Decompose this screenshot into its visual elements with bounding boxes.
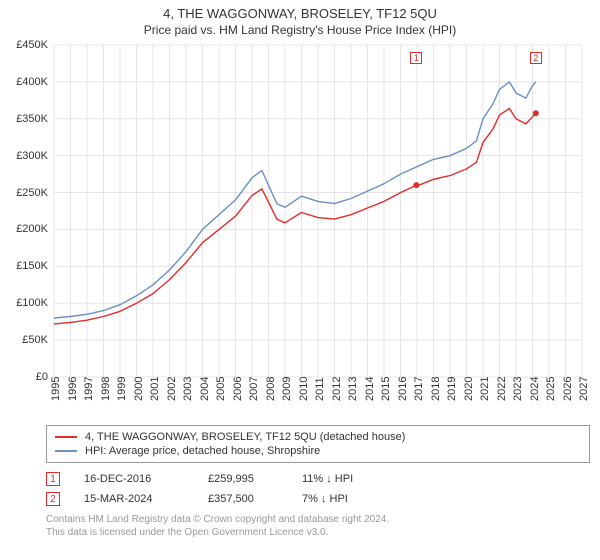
y-tick-label: £100K	[10, 297, 48, 309]
y-tick-label: £350K	[10, 113, 48, 125]
x-tick-label: 2027	[578, 377, 600, 401]
annotation-price: £357,500	[208, 493, 278, 505]
annotation-marker-number: 2	[46, 492, 60, 506]
footer-line2: This data is licensed under the Open Gov…	[46, 526, 590, 539]
y-tick-label: £300K	[10, 150, 48, 162]
annotation-table: 1 16-DEC-2016 £259,995 11% ↓ HPI 2 15-MAR-202…	[46, 469, 590, 509]
annotation-date: 16-DEC-2016	[84, 473, 184, 485]
legend-label: 4, THE WAGGONWAY, BROSELEY, TF12 5QU (de…	[85, 431, 405, 443]
annotation-marker-number: 1	[46, 472, 60, 486]
y-tick-label: £250K	[10, 187, 48, 199]
y-tick-label: £450K	[10, 39, 48, 51]
y-tick-label: £400K	[10, 76, 48, 88]
footer-line1: Contains HM Land Registry data © Crown c…	[46, 513, 590, 526]
legend-swatch	[55, 450, 77, 452]
chart-subtitle: Price paid vs. HM Land Registry's House …	[0, 21, 600, 41]
y-tick-label: £200K	[10, 223, 48, 235]
chart-area: £0 £50K £100K £150K £200K £250K £300K £350K £400…	[10, 41, 590, 421]
legend: 4, THE WAGGONWAY, BROSELEY, TF12 5QU (de…	[46, 425, 590, 463]
annotation-date: 15-MAR-2024	[84, 493, 184, 505]
chart-svg	[10, 41, 590, 421]
y-tick-label: £150K	[10, 260, 48, 272]
legend-row: HPI: Average price, detached house, Shro…	[55, 444, 581, 458]
legend-swatch	[55, 436, 77, 438]
annotation-row: 2 15-MAR-2024 £357,500 7% ↓ HPI	[46, 489, 590, 509]
annotation-delta: 11% ↓ HPI	[302, 473, 392, 485]
y-tick-label: £0	[10, 371, 48, 383]
legend-label: HPI: Average price, detached house, Shro…	[85, 445, 320, 457]
annotation-delta: 7% ↓ HPI	[302, 493, 392, 505]
attribution-footer: Contains HM Land Registry data © Crown c…	[46, 513, 590, 539]
annotation-row: 1 16-DEC-2016 £259,995 11% ↓ HPI	[46, 469, 590, 489]
chart-marker-label: 2	[530, 52, 542, 64]
annotation-price: £259,995	[208, 473, 278, 485]
legend-row: 4, THE WAGGONWAY, BROSELEY, TF12 5QU (de…	[55, 430, 581, 444]
chart-title: 4, THE WAGGONWAY, BROSELEY, TF12 5QU	[0, 0, 600, 21]
chart-marker-label: 1	[410, 52, 422, 64]
y-tick-label: £50K	[10, 334, 48, 346]
